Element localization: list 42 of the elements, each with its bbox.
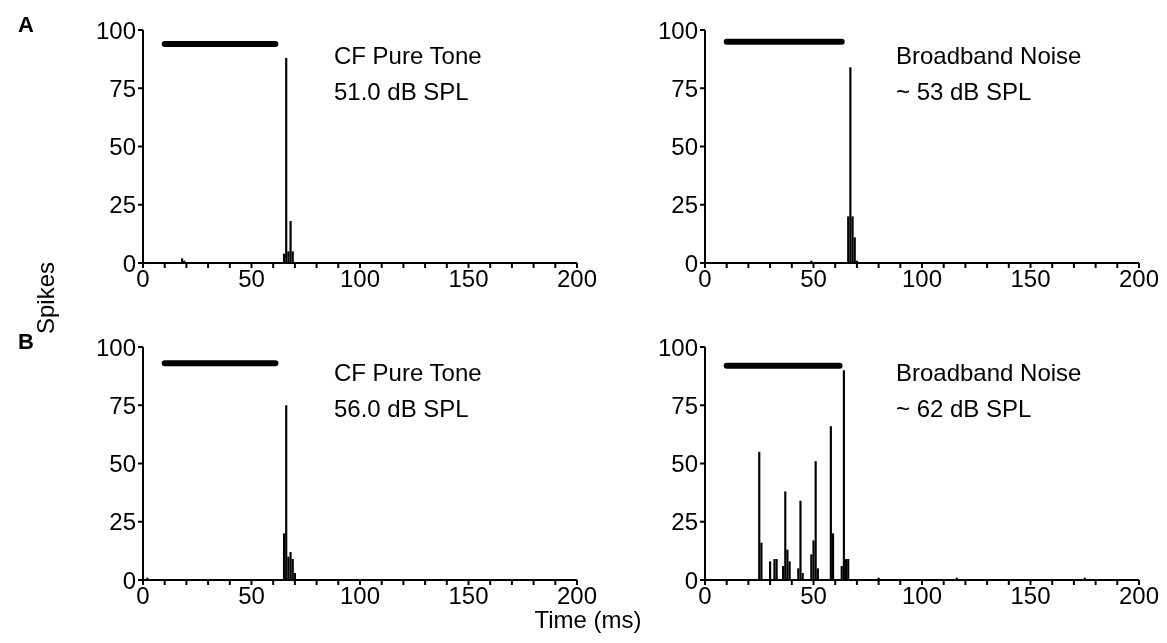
- y-axis-title: Spikes: [32, 261, 60, 334]
- annotation: Broadband Noise: [895, 358, 1082, 388]
- y-tick-label: 50: [671, 133, 698, 161]
- y-tick-label: 50: [671, 450, 698, 478]
- x-tick-label: 200: [1118, 582, 1160, 610]
- x-tick-label: 150: [448, 265, 489, 293]
- y-tick-label: 100: [657, 16, 698, 44]
- x-tick-label: 150: [1010, 265, 1051, 293]
- annotation: 51.0 dB SPL: [333, 77, 470, 107]
- annotation: Broadband Noise: [895, 41, 1082, 71]
- x-tick-label: 150: [1010, 582, 1051, 610]
- y-tick-label: 75: [109, 74, 136, 102]
- x-tick-label: 50: [800, 265, 827, 293]
- x-tick-label: 150: [448, 582, 489, 610]
- annotation: 56.0 dB SPL: [333, 394, 470, 424]
- annotation: ~ 62 dB SPL: [895, 394, 1033, 424]
- y-tick-label: 75: [109, 391, 136, 419]
- x-tick-label: 50: [238, 582, 265, 610]
- x-tick-label: 50: [238, 265, 265, 293]
- y-tick-label: 50: [109, 133, 136, 161]
- x-tick-label: 100: [901, 582, 943, 610]
- annotation: CF Pure Tone: [333, 358, 482, 388]
- y-tick-label: 25: [671, 191, 698, 219]
- y-tick-label: 100: [95, 333, 136, 361]
- y-tick-label: 25: [109, 508, 136, 536]
- x-tick-label: 100: [339, 265, 381, 293]
- text: A: [18, 12, 34, 38]
- annotation: ~ 53 dB SPL: [895, 77, 1033, 107]
- y-tick-label: 50: [109, 450, 136, 478]
- x-tick-label: 100: [901, 265, 943, 293]
- text: B: [18, 329, 34, 355]
- x-tick-label: 200: [1118, 265, 1160, 293]
- y-tick-label: 25: [109, 191, 136, 219]
- x-tick-label: 100: [339, 582, 381, 610]
- y-tick-label: 100: [657, 333, 698, 361]
- y-tick-label: 25: [671, 508, 698, 536]
- x-tick-label: 50: [800, 582, 827, 610]
- y-tick-label: 100: [95, 16, 136, 44]
- y-tick-label: 75: [671, 391, 698, 419]
- annotation: CF Pure Tone: [333, 41, 482, 71]
- x-tick-label: 200: [556, 265, 598, 293]
- y-tick-label: 75: [671, 74, 698, 102]
